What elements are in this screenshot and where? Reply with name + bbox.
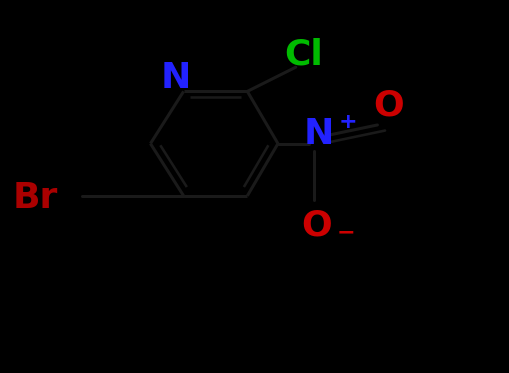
Text: O: O xyxy=(300,209,331,243)
Text: N: N xyxy=(160,61,191,95)
Text: +: + xyxy=(338,112,356,132)
Text: Cl: Cl xyxy=(284,37,322,71)
Text: O: O xyxy=(373,88,403,122)
Text: N: N xyxy=(303,117,333,151)
Text: −: − xyxy=(336,222,354,242)
Text: Br: Br xyxy=(13,181,58,215)
